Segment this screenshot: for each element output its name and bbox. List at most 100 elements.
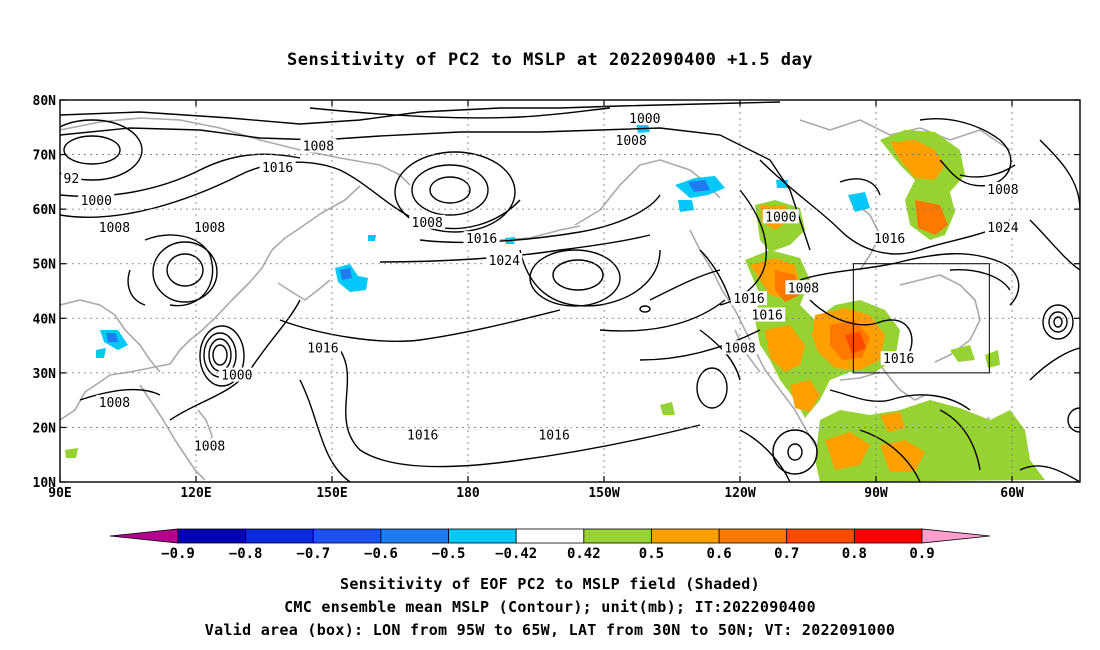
map-title: Sensitivity of PC2 to MSLP at 2022090400…: [286, 50, 813, 70]
colorbar-swatch: [312, 528, 382, 544]
contour-label-bg: [96, 394, 133, 409]
sensitivity-shading: [65, 124, 1045, 482]
lon-tick-label: 90E: [48, 486, 71, 501]
contour-label: 1016: [874, 232, 905, 247]
contour-label-bg: [536, 427, 573, 442]
lat-tick-label: 50N: [33, 258, 57, 273]
colorbar-swatch: [786, 528, 855, 544]
colorbar-swatch: [177, 528, 247, 544]
contour-label: 1000: [765, 210, 796, 225]
contour-label-bg: [731, 291, 768, 306]
contour-label: 1008: [99, 221, 130, 236]
contour-label: 1008: [724, 341, 755, 356]
contour-label-bg: [191, 220, 228, 235]
contour-label-bg: [304, 340, 341, 355]
lon-tick-label: 180: [456, 486, 480, 501]
colorbar-label: −0.7: [296, 546, 330, 562]
lon-tick-label: 150E: [316, 486, 347, 501]
colorbar-swatch: [245, 528, 314, 544]
lat-tick-label: 60N: [33, 203, 57, 218]
lon-tick-label: 60W: [1000, 486, 1024, 501]
contour-label: 1024: [489, 254, 520, 269]
contour-label-bg: [762, 209, 799, 224]
contour-label: 1008: [412, 216, 443, 231]
colorbar-swatch: [448, 528, 517, 544]
contour-label-bg: [96, 220, 133, 235]
colorbar-label: −0.9: [161, 546, 195, 562]
contour-label: 1016: [538, 429, 569, 444]
contour-label-bg: [984, 182, 1021, 197]
contour-label-bg: [463, 231, 500, 246]
lat-tick-label: 80N: [33, 94, 57, 109]
contour-label-bg: [613, 132, 650, 147]
contour-label-bg: [722, 340, 758, 355]
contour-label: 1008: [194, 440, 225, 455]
contour-label: 1016: [752, 309, 783, 324]
contour-label: 1008: [616, 134, 647, 149]
lon-tick-label: 150W: [588, 486, 619, 501]
lat-tick-label: 10N: [33, 476, 57, 491]
contour-label: 92: [64, 172, 80, 187]
caption-valid-area: Valid area (box): LON from 95W to 65W, L…: [204, 621, 896, 639]
contour-label: 1016: [733, 292, 764, 307]
colorbar-high-extension: [921, 528, 991, 544]
lat-tick-label: 20N: [33, 421, 57, 436]
contour-label-bg: [749, 307, 786, 322]
lat-tick-label: 70N: [33, 149, 57, 164]
colorbar-swatch: [583, 528, 652, 544]
caption-shaded: Sensitivity of EOF PC2 to MSLP field (Sh…: [340, 575, 760, 593]
contour-label-bg: [486, 252, 523, 267]
colorbar-label: 0.7: [774, 546, 799, 562]
colorbar-label: 0.42: [567, 546, 601, 562]
contour-label-bg: [409, 214, 446, 229]
contour-label: 1008: [788, 281, 819, 296]
contour-label: 1000: [81, 194, 112, 209]
contour-label: 1000: [221, 369, 252, 384]
colorbar-label: 0.8: [842, 546, 867, 562]
contour-label: 1016: [307, 341, 338, 356]
contour-label: 1016: [407, 429, 438, 444]
lat-tick-label: 40N: [33, 312, 57, 327]
contour-label-bg: [191, 438, 228, 453]
colorbar-swatch: [718, 528, 788, 544]
contour-label: 1008: [194, 221, 225, 236]
contour-label: 1000: [629, 112, 660, 127]
contour-label-bg: [78, 192, 115, 207]
map-frame: [59, 99, 1081, 483]
colorbar-swatch: [853, 528, 923, 544]
contour-label-bg: [871, 231, 908, 246]
contour-label-bg: [785, 280, 822, 295]
lon-tick-label: 90W: [864, 486, 888, 501]
caption-contour: CMC ensemble mean MSLP (Contour); unit(m…: [284, 598, 816, 616]
contour-label: 1008: [99, 396, 130, 411]
contour-label-bg: [218, 367, 255, 382]
colorbar-label: 0.6: [706, 546, 731, 562]
colorbar-swatch: [380, 528, 449, 544]
contour-label-bg: [984, 220, 1021, 235]
lat-tick-label: 30N: [33, 367, 57, 382]
contour-label: 1024: [987, 221, 1018, 236]
lon-tick-label: 120E: [180, 486, 211, 501]
colorbar-label: 0.9: [909, 546, 934, 562]
colorbar-swatch: [515, 528, 585, 544]
contour-label: 1016: [466, 232, 497, 247]
contour-label-bg: [626, 111, 663, 126]
colorbar-label: −0.42: [495, 546, 537, 562]
colorbar-swatch: [651, 528, 720, 544]
contour-label-bg: [259, 160, 296, 175]
contour-label: 1008: [303, 139, 334, 154]
contour-label-bg: [61, 171, 82, 186]
valid-area-box: [852, 263, 990, 374]
contour-label-bg: [1075, 296, 1080, 311]
colorbar-label: −0.8: [229, 546, 263, 562]
colorbar-label: 0.5: [639, 546, 664, 562]
colorbar-low-extension: [109, 528, 179, 544]
contour-label-bg: [300, 138, 337, 153]
lon-tick-label: 120W: [724, 486, 755, 501]
contour-label-bg: [404, 427, 441, 442]
contour-label: 1016: [1078, 298, 1100, 313]
colorbar-label: −0.6: [364, 546, 398, 562]
